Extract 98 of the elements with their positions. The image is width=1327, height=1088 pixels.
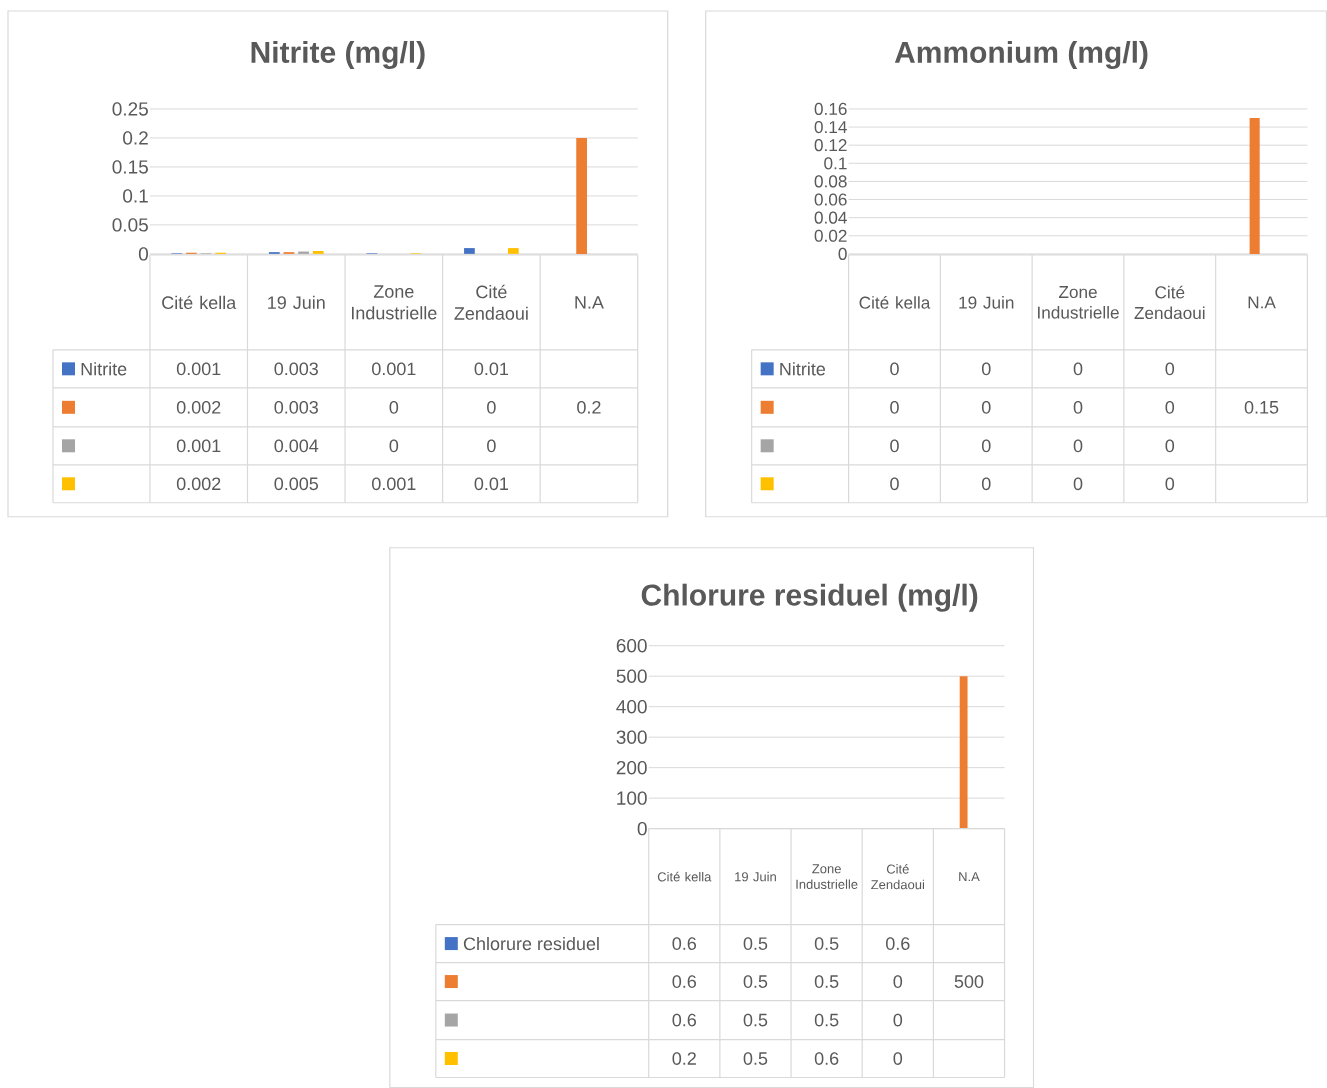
chart-title: Ammonium (mg/l) (894, 40, 1148, 69)
data-label: 0 (389, 400, 399, 414)
y-tick-label: 600 (616, 638, 647, 653)
data-label: 0 (893, 1013, 903, 1027)
bar (464, 248, 475, 254)
y-tick-label: 0.06 (814, 193, 847, 206)
data-label: 0.2 (672, 1052, 696, 1065)
data-label: 0 (893, 975, 903, 988)
y-tick-label: 300 (616, 730, 647, 744)
data-label: 0 (981, 362, 991, 376)
data-label: 0.5 (743, 1013, 768, 1027)
y-tick-label: 0.25 (112, 102, 148, 116)
x-tick-label: Cité Zendaoui (454, 284, 528, 320)
data-label: 0 (1073, 400, 1083, 414)
y-tick-label: 0.2 (123, 131, 148, 145)
data-label: 0.003 (274, 362, 318, 376)
data-label: 0 (1165, 400, 1175, 414)
data-label: 0 (1165, 477, 1175, 491)
y-tick-label: 0.1 (824, 157, 847, 170)
data-label: 0 (1073, 439, 1083, 453)
data-label: 0.6 (672, 1013, 697, 1027)
x-tick-label: Cité kella (162, 295, 237, 310)
x-tick-label: Cité kella (657, 871, 712, 882)
y-tick-label: 0.1 (123, 189, 148, 203)
x-tick-label: Zone Industrielle (351, 285, 437, 320)
data-label: 0 (389, 439, 399, 453)
data-label: 0.002 (176, 400, 221, 414)
legend-label: Nitrite (780, 362, 826, 376)
y-tick-label: 0.04 (814, 211, 847, 224)
data-label: 0.004 (274, 439, 319, 453)
data-label: 500 (954, 975, 984, 988)
data-label: 0.001 (372, 362, 416, 376)
data-label: 0.01 (474, 362, 509, 376)
legend-label: Chlorure residuel (463, 936, 599, 951)
bar (312, 250, 324, 254)
data-label: 0.5 (743, 1052, 768, 1065)
y-tick-label: 500 (616, 669, 647, 683)
y-tick-label: 0.12 (814, 139, 847, 152)
data-label: 0 (890, 439, 899, 453)
data-label: 0.003 (274, 400, 318, 414)
x-tick-label: N.A (575, 296, 604, 309)
x-tick-label: Cité Zendaoui (1134, 285, 1205, 320)
x-tick-label: Zone Industrielle (796, 864, 858, 889)
x-tick-label: 19 Juin (268, 295, 325, 309)
data-label: 0 (1073, 477, 1083, 491)
data-label: 0.01 (474, 477, 509, 491)
data-label: 0.2 (577, 400, 601, 414)
data-label: 0 (981, 439, 991, 453)
y-tick-label: 0 (838, 247, 847, 260)
data-label: 0 (981, 477, 991, 491)
bar (576, 137, 587, 254)
data-label: 0.5 (814, 937, 839, 950)
y-tick-label: 0 (138, 247, 148, 261)
y-tick-label: 0.14 (814, 120, 847, 134)
x-tick-label: Cité Zendaoui (871, 863, 924, 890)
y-tick-label: 0.08 (814, 175, 847, 188)
x-tick-label: N.A (959, 872, 980, 882)
data-label: 0.5 (743, 975, 768, 988)
data-label: 0 (487, 439, 496, 453)
bar (507, 248, 519, 254)
x-tick-label: 19 Juin (959, 296, 1014, 309)
x-tick-label: Cité kella (859, 295, 931, 309)
data-label: 0.005 (274, 477, 319, 491)
data-label: 0 (890, 362, 899, 376)
x-tick-label: N.A (1248, 296, 1276, 309)
chart-title: Chlorure residuel (mg/l) (641, 583, 978, 612)
data-label: 0 (1073, 362, 1083, 376)
data-label: 0 (1165, 362, 1175, 376)
y-tick-label: 0.16 (814, 102, 847, 115)
data-label: 0 (981, 400, 991, 414)
y-tick-label: 400 (616, 699, 647, 714)
y-tick-label: 0.05 (112, 218, 148, 232)
data-label: 0.001 (372, 477, 416, 491)
data-label: 0 (890, 400, 899, 414)
data-label: 0.001 (176, 439, 221, 453)
data-label: 0.6 (886, 937, 910, 950)
data-label: 0.6 (672, 937, 697, 950)
data-label: 0.5 (814, 975, 839, 988)
y-tick-label: 0.02 (814, 229, 847, 242)
x-tick-label: Zone Industrielle (1038, 286, 1119, 319)
data-label: 0.001 (176, 362, 221, 376)
y-tick-label: 100 (617, 791, 647, 805)
chart-title: Nitrite (mg/l) (251, 40, 425, 69)
x-tick-label: 19 Juin (735, 871, 776, 882)
data-label: 0.002 (176, 477, 221, 491)
legend-label: Nitrite (81, 362, 127, 376)
data-label: 0 (1165, 439, 1175, 453)
data-label: 0 (890, 477, 899, 491)
data-label: 0.5 (814, 1013, 839, 1027)
data-label: 0 (487, 400, 496, 414)
y-tick-label: 0 (637, 821, 647, 836)
y-tick-label: 0.15 (112, 160, 148, 174)
data-label: 0.15 (1244, 400, 1279, 414)
y-tick-label: 200 (616, 760, 647, 775)
data-label: 0.6 (672, 975, 697, 988)
data-label: 0.6 (814, 1052, 839, 1065)
data-label: 0 (893, 1052, 903, 1065)
data-label: 0.5 (743, 937, 768, 950)
